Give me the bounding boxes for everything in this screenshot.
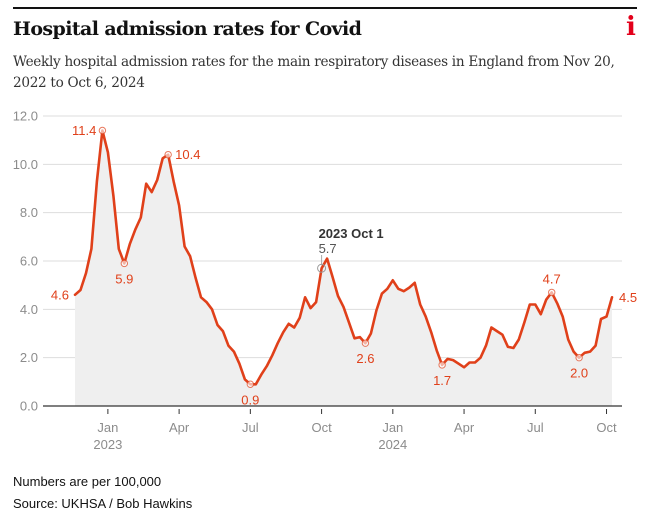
annotation-value: 5.7 [319, 241, 337, 256]
source-note: Source: UKHSA / Bob Hawkins [13, 496, 193, 511]
data-label: 11.4 [72, 123, 96, 138]
x-axis: Jan 2023 Apr Jul Oct Jan 2024 Apr Jul Oct [43, 405, 622, 452]
y-tick-label: 8.0 [20, 205, 38, 220]
data-label: 0.9 [241, 392, 259, 407]
data-label: 10.4 [175, 147, 200, 162]
top-rule [13, 7, 637, 9]
data-point-marker [246, 380, 255, 388]
x-tick-label: Oct [596, 420, 617, 435]
data-point-marker [120, 259, 129, 268]
footnote: Numbers are per 100,000 [13, 474, 162, 489]
data-point-marker [164, 150, 172, 159]
x-tick-label: Apr [454, 420, 475, 435]
chart-title: Hospital admission rates for Covid [13, 18, 362, 40]
data-point-marker [575, 353, 583, 362]
y-tick-label: 2.0 [20, 350, 38, 365]
i-logo-icon: i [626, 12, 636, 42]
data-label: 4.7 [543, 271, 561, 286]
data-label: 1.7 [433, 373, 451, 388]
data-label: 4.6 [51, 287, 69, 302]
annotation: 2023 Oct 15.7 [317, 226, 384, 273]
x-tick-label: Jul [527, 420, 544, 435]
y-tick-label: 0.0 [20, 399, 38, 414]
annotation-marker [317, 263, 327, 273]
y-tick-label: 4.0 [20, 302, 38, 317]
x-tick-label: Jan [97, 420, 118, 435]
y-tick-label: 12.0 [13, 109, 38, 124]
y-tick-label: 6.0 [20, 254, 38, 269]
x-tick-sublabel: 2024 [378, 437, 407, 452]
x-tick-label: Jul [242, 420, 259, 435]
x-tick-label: Apr [169, 420, 190, 435]
area-fill [75, 130, 612, 406]
x-tick-label: Oct [311, 420, 332, 435]
value-labels: 4.6 11.4 5.9 10.4 0.9 2.6 1.7 4.7 2.0 4.5 [51, 123, 637, 407]
data-label: 4.5 [619, 290, 637, 305]
y-tick-label: 10.0 [13, 157, 38, 172]
x-tick-label: Jan [382, 420, 403, 435]
data-point-marker [361, 339, 370, 347]
data-line [73, 129, 614, 386]
data-label: 2.0 [570, 366, 588, 381]
annotation-title: 2023 Oct 1 [319, 226, 384, 241]
data-point-marker [98, 126, 107, 135]
line-group [73, 129, 614, 386]
data-label: 5.9 [115, 271, 133, 286]
chart-subtitle: Weekly hospital admission rates for the … [13, 54, 615, 91]
area-fill-group [75, 130, 612, 406]
x-tick-sublabel: 2023 [93, 437, 122, 452]
data-label: 2.6 [356, 351, 374, 366]
data-point-marker [548, 288, 556, 297]
data-point-marker [438, 361, 446, 369]
markers [98, 126, 583, 388]
